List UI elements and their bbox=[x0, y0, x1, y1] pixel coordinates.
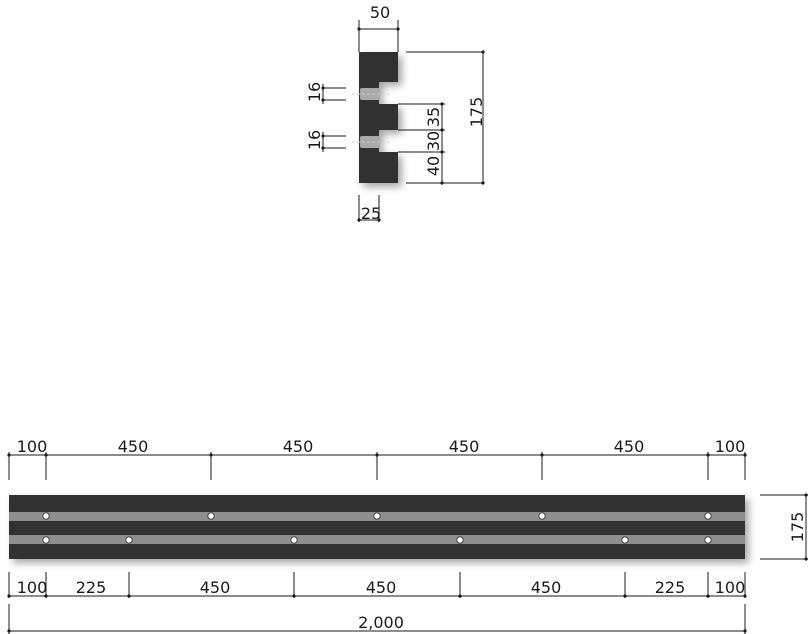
upper-hole bbox=[373, 512, 381, 520]
overall-length-label: 2,000 bbox=[358, 613, 404, 632]
slot-offset-label: 25 bbox=[361, 204, 381, 223]
top-dim-label: 450 bbox=[118, 437, 149, 456]
section-width-label: 50 bbox=[370, 3, 390, 22]
top-dim-label: 450 bbox=[614, 437, 645, 456]
lower-hole bbox=[621, 536, 629, 544]
elevation-height-label: 175 bbox=[788, 512, 807, 543]
section-profile bbox=[359, 52, 398, 183]
section-height-label: 175 bbox=[467, 97, 486, 128]
cross-section: 50 25 175 bbox=[305, 3, 486, 223]
lower-groove bbox=[9, 535, 745, 544]
lower-hole bbox=[42, 536, 50, 544]
upper-bolt-dimension: 16 bbox=[305, 82, 346, 104]
section-width-dimension: 50 bbox=[357, 3, 400, 52]
bottom-dim-label: 100 bbox=[17, 578, 48, 597]
elevation-height-dimension: 175 bbox=[760, 493, 808, 561]
segment-middle-label: 30 bbox=[424, 131, 443, 151]
lower-bolt-dimension: 16 bbox=[305, 130, 346, 152]
bottom-dim-label: 450 bbox=[200, 578, 231, 597]
top-dim-label: 450 bbox=[283, 437, 314, 456]
lower-hole bbox=[456, 536, 464, 544]
lower-hole bbox=[125, 536, 133, 544]
lower-bolt bbox=[352, 136, 392, 148]
lower-bolt-label: 16 bbox=[305, 130, 324, 150]
bottom-dimension-chain: 100 225 450 450 450 225 100 bbox=[7, 572, 747, 598]
top-dim-label: 100 bbox=[715, 437, 746, 456]
upper-hole bbox=[704, 512, 712, 520]
upper-bolt bbox=[352, 88, 392, 100]
bottom-dim-label: 225 bbox=[655, 578, 686, 597]
bottom-dim-label: 450 bbox=[531, 578, 562, 597]
section-segment-dimensions: 35 30 40 bbox=[398, 102, 445, 185]
lower-hole bbox=[704, 536, 712, 544]
overall-length-dimension: 2,000 bbox=[7, 604, 747, 634]
upper-bolt-label: 16 bbox=[305, 82, 324, 102]
bolt-holes bbox=[42, 512, 712, 544]
segment-bottom-label: 40 bbox=[424, 156, 443, 176]
lower-hole bbox=[290, 536, 298, 544]
bottom-dim-label: 450 bbox=[366, 578, 397, 597]
top-dimension-chain: 100 450 450 450 450 100 bbox=[7, 437, 747, 480]
upper-hole bbox=[538, 512, 546, 520]
elevation-body bbox=[9, 495, 745, 559]
bottom-dim-label: 225 bbox=[76, 578, 107, 597]
segment-top-label: 35 bbox=[424, 107, 443, 127]
bottom-dim-label: 100 bbox=[715, 578, 746, 597]
top-dim-label: 100 bbox=[17, 437, 48, 456]
slot-offset-dimension: 25 bbox=[357, 195, 381, 223]
section-height-dimension: 175 bbox=[406, 50, 486, 185]
elevation: 100 450 450 450 450 100 100 bbox=[7, 437, 808, 634]
upper-hole bbox=[207, 512, 215, 520]
upper-hole bbox=[42, 512, 50, 520]
top-dim-label: 450 bbox=[449, 437, 480, 456]
